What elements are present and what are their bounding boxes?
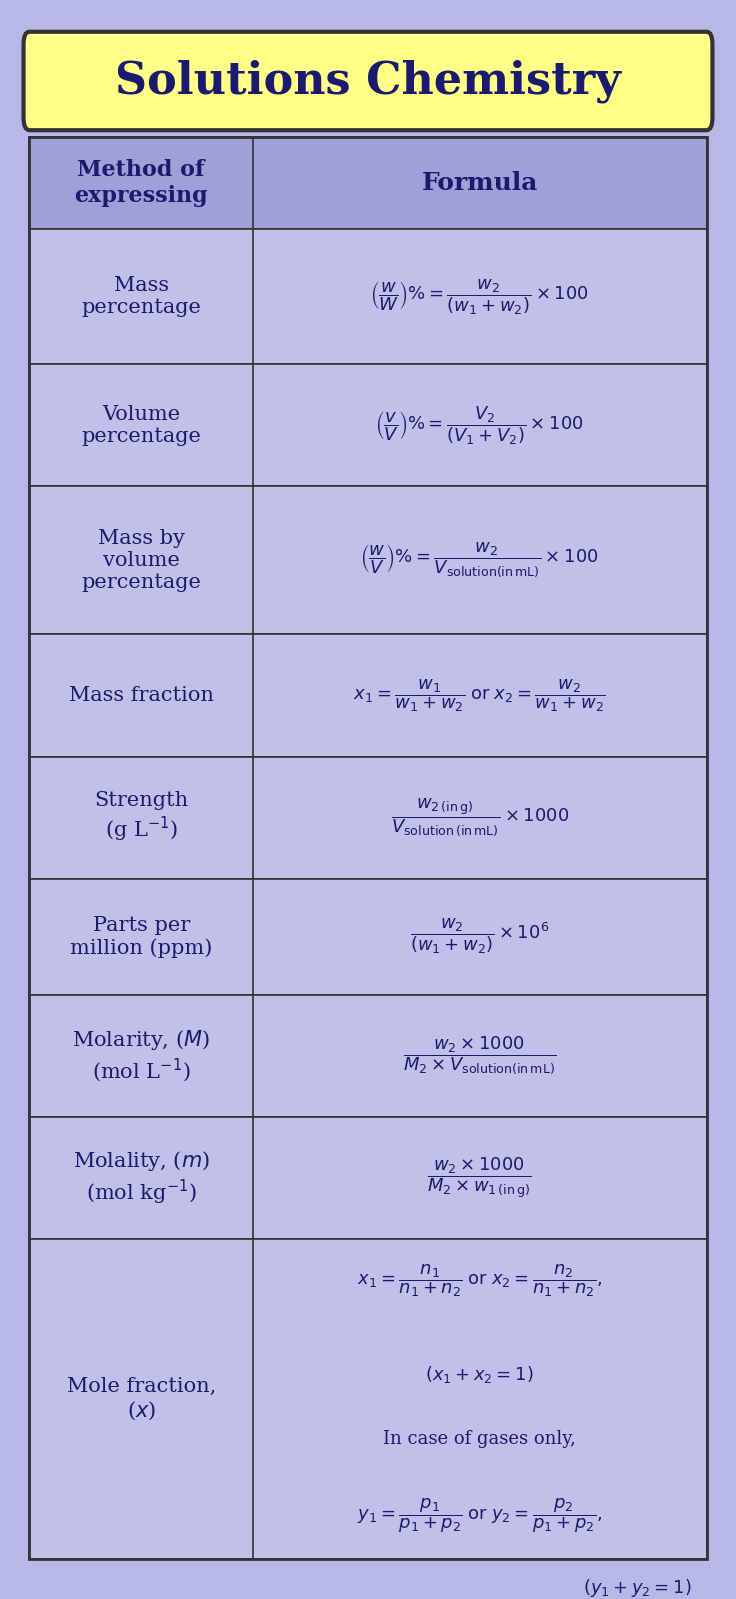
Text: Volume
percentage: Volume percentage: [81, 405, 201, 446]
Text: $\dfrac{w_2}{(w_1+w_2)}\times 10^6$: $\dfrac{w_2}{(w_1+w_2)}\times 10^6$: [410, 916, 549, 956]
Text: $\left(\dfrac{w}{V}\right)\% = \dfrac{w_2}{V_{\mathrm{solution(in\,mL)}}}\times : $\left(\dfrac{w}{V}\right)\% = \dfrac{w_…: [361, 540, 599, 580]
Text: Mass by
volume
percentage: Mass by volume percentage: [81, 529, 201, 592]
Text: $x_1 = \dfrac{w_1}{w_1+w_2}\;\mathrm{or}\; x_2 = \dfrac{w_2}{w_1+w_2}$: $x_1 = \dfrac{w_1}{w_1+w_2}\;\mathrm{or}…: [353, 676, 606, 713]
Bar: [29, 756, 707, 879]
Text: $\left(\dfrac{w}{W}\right)\% = \dfrac{w_2}{(w_1+w_2)}\times 100$: $\left(\dfrac{w}{W}\right)\% = \dfrac{w_…: [370, 277, 589, 317]
Bar: [29, 365, 707, 486]
Text: $\dfrac{w_2\times 1000}{M_2\times V_{\mathrm{solution(in\,mL)}}}$: $\dfrac{w_2\times 1000}{M_2\times V_{\ma…: [403, 1035, 556, 1076]
Bar: [29, 1239, 707, 1559]
Text: Mole fraction,
($x$): Mole fraction, ($x$): [66, 1377, 216, 1422]
Text: Mass fraction: Mass fraction: [68, 686, 213, 705]
Text: In case of gases only,: In case of gases only,: [383, 1430, 576, 1447]
Text: $x_1 = \dfrac{n_1}{n_1+n_2}\;\mathrm{or}\; x_2 = \dfrac{n_2}{n_1+n_2},$: $x_1 = \dfrac{n_1}{n_1+n_2}\;\mathrm{or}…: [357, 1262, 603, 1298]
Bar: [29, 229, 707, 365]
Text: Formula: Formula: [422, 171, 538, 195]
Text: $(x_1 + x_2 = 1)$: $(x_1 + x_2 = 1)$: [425, 1364, 534, 1385]
Text: Strength
(g L$^{-1}$): Strength (g L$^{-1}$): [94, 792, 188, 844]
Text: Molarity, ($M$)
(mol L$^{-1}$): Molarity, ($M$) (mol L$^{-1}$): [72, 1028, 210, 1084]
Bar: [29, 136, 707, 1559]
Bar: [29, 635, 707, 756]
Bar: [29, 136, 707, 229]
Text: $\left(\dfrac{v}{V}\right)\% = \dfrac{V_2}{(V_1+V_2)}\times 100$: $\left(\dfrac{v}{V}\right)\% = \dfrac{V_…: [375, 405, 584, 446]
Text: Method of
expressing: Method of expressing: [74, 160, 208, 206]
Text: Solutions Chemistry: Solutions Chemistry: [115, 59, 621, 102]
Text: $\dfrac{w_{2\,(\mathrm{in\,g})}}{V_{\mathrm{solution\,(in\,mL)}}}\times 1000$: $\dfrac{w_{2\,(\mathrm{in\,g})}}{V_{\mat…: [391, 796, 569, 839]
Text: $\dfrac{w_2\times 1000}{M_2\times w_{1\,(\mathrm{in\,g})}}$: $\dfrac{w_2\times 1000}{M_2\times w_{1\,…: [428, 1156, 532, 1201]
Bar: [29, 486, 707, 635]
FancyBboxPatch shape: [24, 32, 712, 130]
Text: Parts per
million (ppm): Parts per million (ppm): [70, 916, 213, 958]
Text: $y_1 = \dfrac{p_1}{p_1+p_2}\;\mathrm{or}\; y_2 = \dfrac{p_2}{p_1+p_2},$: $y_1 = \dfrac{p_1}{p_1+p_2}\;\mathrm{or}…: [357, 1497, 603, 1535]
Bar: [29, 1116, 707, 1239]
Text: Mass
percentage: Mass percentage: [81, 277, 201, 317]
Bar: [29, 995, 707, 1116]
Text: $(y_1 + y_2 = 1)$: $(y_1 + y_2 = 1)$: [584, 1577, 692, 1599]
Bar: [29, 879, 707, 995]
Text: Molality, ($m$)
(mol kg$^{-1}$): Molality, ($m$) (mol kg$^{-1}$): [73, 1150, 210, 1207]
